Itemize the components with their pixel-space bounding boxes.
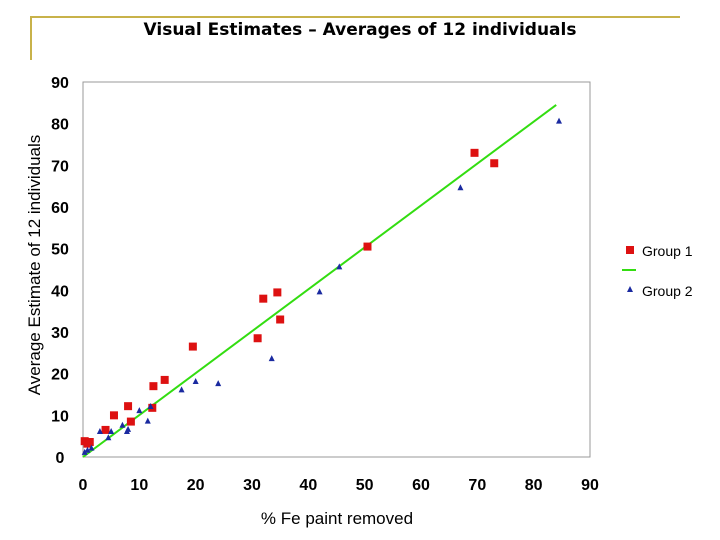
y-tick-label: 30	[51, 325, 69, 342]
group-1-point	[490, 159, 499, 168]
legend-group-2-swatch	[627, 286, 633, 292]
group-2-point	[215, 380, 222, 387]
group-1-point	[149, 382, 158, 391]
group-2-point	[192, 378, 199, 384]
title-underline	[30, 16, 680, 18]
group-2-point	[316, 288, 323, 295]
y-tick-label: 70	[51, 158, 69, 175]
x-tick-label: 30	[243, 477, 261, 494]
group-1-point	[109, 411, 118, 420]
group-2-point	[136, 407, 143, 414]
group-1-point	[126, 417, 135, 426]
group-2-point	[144, 417, 151, 424]
x-tick-label: 0	[79, 477, 88, 494]
x-tick-label: 10	[130, 477, 148, 494]
group-2-point	[88, 444, 95, 451]
group-2-point	[556, 117, 563, 124]
y-tick-label: 40	[51, 283, 69, 300]
x-tick-label: 80	[525, 477, 543, 494]
y-tick-labels: 0 10 20 30 40 50 60 70 80 90	[51, 75, 69, 467]
group-2-point	[84, 446, 91, 453]
y-tick-label: 20	[51, 367, 69, 384]
group-2-point	[96, 428, 103, 434]
group-1-point	[276, 315, 285, 324]
group-1-point	[188, 342, 197, 351]
y-tick-label: 90	[51, 75, 69, 92]
legend-label: Group 1	[642, 243, 693, 259]
fit-line	[82, 104, 557, 458]
group-1-point	[253, 334, 262, 343]
legend: Group 1 Group 2	[622, 243, 693, 299]
group-1-point	[363, 242, 372, 251]
group-1-point	[470, 148, 479, 157]
y-tick-label: 10	[51, 408, 69, 425]
x-tick-labels: 0 10 20 30 40 50 60 70 80 90	[79, 477, 599, 494]
group-2-point	[178, 386, 185, 393]
legend-group-1-swatch	[626, 246, 634, 254]
group-1-point	[101, 425, 110, 434]
group-2-point	[268, 355, 275, 362]
group-2-point	[125, 425, 132, 432]
group-2-point	[108, 428, 115, 434]
group-1-point	[160, 375, 169, 384]
y-tick-label: 50	[51, 242, 69, 259]
title-left-rule	[30, 16, 32, 60]
x-tick-label: 90	[581, 477, 599, 494]
x-tick-label: 60	[412, 477, 430, 494]
x-tick-label: 70	[468, 477, 486, 494]
y-axis-label: Average Estimate of 12 individuals	[25, 135, 44, 396]
x-tick-label: 20	[187, 477, 205, 494]
group-2-point	[457, 184, 464, 191]
group-1-point	[124, 402, 133, 411]
group-2-point	[336, 263, 343, 270]
group-1-point	[273, 288, 282, 297]
y-tick-label: 60	[51, 200, 69, 217]
group-2-point	[105, 434, 112, 441]
x-axis-label: % Fe paint removed	[261, 509, 413, 528]
chart-title: Visual Estimates – Averages of 12 indivi…	[143, 20, 577, 40]
group-1-point	[259, 294, 268, 303]
legend-label: Group 2	[642, 283, 693, 299]
x-tick-label: 50	[356, 477, 374, 494]
data-marks	[80, 104, 563, 458]
group-2-point	[81, 448, 88, 455]
x-tick-label: 40	[299, 477, 317, 494]
y-tick-label: 80	[51, 117, 69, 134]
group-1-point	[85, 438, 94, 446]
group-2-point	[147, 403, 154, 409]
title-frame	[30, 16, 680, 60]
y-tick-label: 0	[56, 450, 65, 467]
group-2-point	[119, 421, 126, 428]
